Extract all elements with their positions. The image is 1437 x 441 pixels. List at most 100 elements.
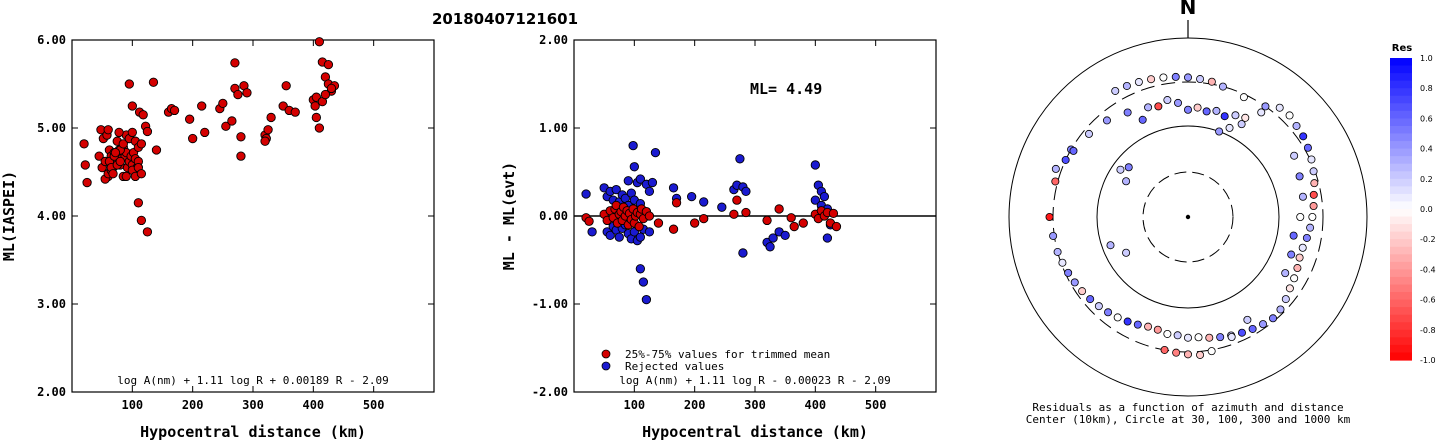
colorbar-segment [1390,329,1412,338]
colorbar-tick-label: 0.8 [1420,84,1433,93]
ring-100km [1096,125,1280,309]
station-point [1207,77,1216,86]
y-tick-label: -1.00 [532,297,568,311]
station-point [1061,155,1070,164]
colorbar-segment [1390,88,1412,97]
y-tick-label: 2.00 [539,33,568,47]
station-point [1302,233,1311,242]
rejected-point [738,248,748,258]
magnitude-point [148,77,159,87]
north-label: N [1180,0,1197,19]
station-point [1194,333,1203,342]
y-tick-label: -2.00 [532,385,568,399]
rejected-point [699,197,709,207]
colorbar-segment [1390,95,1412,104]
rejected-point [629,162,639,172]
station-point [1303,143,1312,152]
rejected-point [635,174,646,184]
trimmed-point [828,208,839,219]
rejected-point [587,227,597,237]
colorbar-segment [1390,193,1412,203]
station-point [1287,250,1296,259]
station-point [1292,121,1301,130]
magnitude-point [242,88,252,98]
trimmed-point [690,218,700,228]
ring-1000km [1008,37,1368,397]
rejected-point [644,227,655,237]
trimmed-point [729,209,739,219]
magnitude-point [233,89,243,100]
azimuth-caption-2: Center (10km), Circle at 30, 100, 300 an… [1026,413,1351,426]
trimmed-point [634,221,644,232]
residual-colorbar: Res 1.0 0.8 0.6 0.4 0.2 0.0 -0.2 -0.4 -0.6 -0.8 -1… [1390,43,1436,365]
colorbar-tick-label: 0.6 [1420,114,1433,123]
station-point [1058,258,1067,267]
rejected-point [628,140,638,151]
station-point [1123,317,1132,326]
colorbar-segment [1390,118,1412,127]
figure-title: 20180407121601 [432,10,578,28]
residual-points [581,140,842,305]
magnitude-point [320,89,331,100]
station-point [1220,112,1229,121]
station-point [1184,105,1193,114]
rejected-point [641,294,652,305]
rejected-point [581,189,591,199]
station-point [1239,93,1248,102]
y-tick-label: 6.00 [37,33,66,47]
station-point [1237,328,1246,337]
station-point [1184,333,1193,342]
y-tick-label: 0.00 [539,209,568,223]
station-point [1196,350,1205,359]
station-point [1261,102,1270,111]
magnitude-point [263,125,273,135]
station-point [1070,278,1079,287]
station-point [1123,108,1132,117]
colorbar-segment [1390,246,1412,255]
colorbar-segment [1390,209,1412,218]
trimmed-point [831,221,842,232]
station-point [1309,202,1318,211]
station-point [1184,350,1193,359]
trimmed-point [644,211,655,221]
magnitude-point [266,112,276,123]
colorbar-segment [1390,141,1412,150]
colorbar-segment [1390,103,1412,112]
rejected-point [638,277,649,287]
x-tick-label: 300 [744,398,766,412]
rejected-point [650,147,661,158]
colorbar-segment [1390,178,1412,187]
station-point [1269,314,1278,323]
magnitude-point [80,160,90,170]
station-point [1051,164,1060,173]
station-point [1133,320,1142,329]
magnitude-point [236,151,246,161]
station-point [1154,102,1163,111]
magnitude-point [110,147,121,158]
colorbar-tick-label: 1.0 [1420,54,1433,63]
azimuth-points [1045,72,1319,359]
magnitude-point [151,145,162,155]
colorbar-segment [1390,224,1412,233]
magnitude-point [260,136,270,146]
trimmed-point [762,215,772,226]
colorbar-segment [1390,254,1412,263]
legend-marker-trimmed [601,349,611,359]
station-point [1290,151,1299,160]
station-point [1299,132,1308,141]
colorbar-segment [1390,125,1412,135]
colorbar-segment [1390,148,1412,157]
station-point [1104,308,1113,317]
colorbar-segment [1390,231,1412,240]
station-point [1281,295,1290,304]
magnitude-point [230,58,240,68]
station-point [1078,287,1087,296]
colorbar-tick-label: -0.8 [1420,326,1436,335]
station-point [1122,248,1131,257]
rejected-point [819,191,830,202]
station-point [1225,123,1234,132]
station-point [1306,223,1315,232]
magnitude-point [314,37,325,47]
residual-panel: 100 200 300 400 500 -2.00 -1.00 0.00 1.00 2.00 ML… [500,33,937,441]
station-point [1295,253,1304,262]
